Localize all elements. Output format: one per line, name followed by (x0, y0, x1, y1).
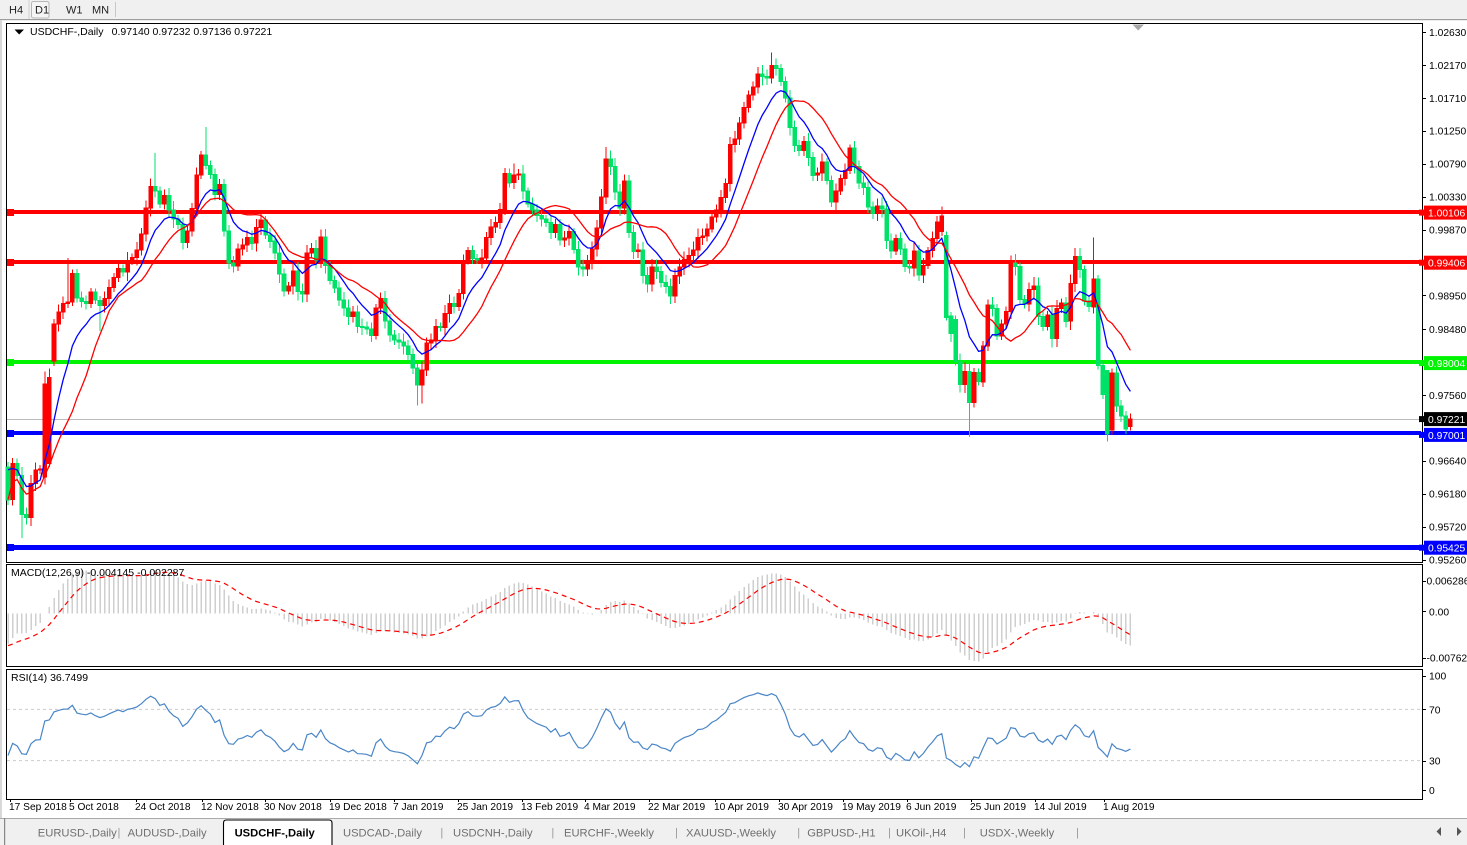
svg-text:|: | (440, 827, 443, 839)
svg-text:17 Sep 2018: 17 Sep 2018 (9, 802, 67, 813)
svg-text:13 Feb 2019: 13 Feb 2019 (521, 802, 579, 813)
svg-text:0.99870: 0.99870 (1429, 226, 1466, 237)
svg-text:0.98950: 0.98950 (1429, 291, 1466, 302)
svg-text:0.96640: 0.96640 (1429, 457, 1466, 468)
svg-text:MN: MN (92, 5, 109, 17)
svg-text:1.02170: 1.02170 (1429, 61, 1466, 72)
svg-text:70: 70 (1429, 705, 1441, 716)
svg-text:MACD(12,26,9) -0.004145 -0.002: MACD(12,26,9) -0.004145 -0.002287 (11, 567, 185, 579)
svg-text:0.96180: 0.96180 (1429, 490, 1466, 501)
svg-text:25 Jun 2019: 25 Jun 2019 (970, 802, 1026, 813)
svg-text:25 Jan 2019: 25 Jan 2019 (457, 802, 513, 813)
svg-text:-0.00762: -0.00762 (1427, 654, 1467, 665)
svg-text:USDCHF-,Daily 0.97140 0.97232: USDCHF-,Daily 0.97140 0.97232 0.97136 0.… (30, 26, 272, 38)
svg-text:1.01250: 1.01250 (1429, 127, 1466, 138)
svg-text:XAUUSD-,Weekly: XAUUSD-,Weekly (686, 828, 776, 840)
svg-text:1.00790: 1.00790 (1429, 160, 1466, 171)
svg-text:0: 0 (1429, 786, 1435, 797)
svg-text:0.97221: 0.97221 (1428, 415, 1465, 426)
svg-text:|: | (118, 827, 121, 839)
svg-text:0.95425: 0.95425 (1428, 544, 1465, 555)
svg-text:W1: W1 (66, 5, 83, 17)
svg-text:RSI(14) 36.7499: RSI(14) 36.7499 (11, 672, 88, 684)
svg-text:D1: D1 (35, 5, 49, 17)
svg-text:10 Apr 2019: 10 Apr 2019 (714, 802, 769, 813)
svg-text:19 May 2019: 19 May 2019 (842, 802, 901, 813)
svg-text:30 Apr 2019: 30 Apr 2019 (778, 802, 833, 813)
svg-text:GBPUSD-,H1: GBPUSD-,H1 (807, 828, 875, 840)
svg-text:|: | (797, 827, 800, 839)
svg-text:24 Oct 2018: 24 Oct 2018 (135, 802, 191, 813)
svg-text:1.00330: 1.00330 (1429, 193, 1466, 204)
svg-text:7 Jan 2019: 7 Jan 2019 (393, 802, 444, 813)
svg-text:0.98004: 0.98004 (1428, 359, 1465, 370)
svg-text:USDX-,Weekly: USDX-,Weekly (980, 828, 1055, 840)
svg-text:14 Jul 2019: 14 Jul 2019 (1034, 802, 1087, 813)
svg-text:|: | (1076, 827, 1079, 839)
svg-text:|: | (551, 827, 554, 839)
svg-text:1 Aug 2019: 1 Aug 2019 (1103, 802, 1155, 813)
svg-text:0.95720: 0.95720 (1429, 523, 1466, 534)
svg-text:USDCAD-,Daily: USDCAD-,Daily (343, 828, 422, 840)
svg-text:5 Oct 2018: 5 Oct 2018 (69, 802, 119, 813)
svg-text:1.00106: 1.00106 (1428, 209, 1465, 220)
svg-text:100: 100 (1429, 672, 1446, 683)
svg-text:|: | (888, 827, 891, 839)
svg-text:0.97560: 0.97560 (1429, 391, 1466, 402)
svg-text:0.97001: 0.97001 (1428, 431, 1465, 442)
svg-text:30: 30 (1429, 757, 1441, 768)
svg-text:0.00: 0.00 (1429, 607, 1449, 618)
svg-text:1.02630: 1.02630 (1429, 28, 1466, 39)
svg-text:UKOil-,H4: UKOil-,H4 (896, 828, 946, 840)
svg-text:0.98480: 0.98480 (1429, 325, 1466, 336)
svg-text:22 Mar 2019: 22 Mar 2019 (648, 802, 706, 813)
svg-text:USDCHF-,Daily: USDCHF-,Daily (235, 828, 316, 840)
svg-text:6 Jun 2019: 6 Jun 2019 (906, 802, 957, 813)
svg-text:EURUSD-,Daily: EURUSD-,Daily (38, 828, 117, 840)
svg-text:|: | (963, 827, 966, 839)
svg-text:30 Nov 2018: 30 Nov 2018 (264, 802, 322, 813)
svg-text:USDCNH-,Daily: USDCNH-,Daily (453, 828, 533, 840)
svg-text:19 Dec 2018: 19 Dec 2018 (329, 802, 387, 813)
svg-text:1.01710: 1.01710 (1429, 94, 1466, 105)
svg-text:AUDUSD-,Daily: AUDUSD-,Daily (128, 828, 207, 840)
svg-text:0.95260: 0.95260 (1429, 556, 1466, 567)
svg-text:0.006286: 0.006286 (1427, 577, 1467, 588)
svg-text:12 Nov 2018: 12 Nov 2018 (201, 802, 259, 813)
svg-text:4 Mar 2019: 4 Mar 2019 (584, 802, 636, 813)
svg-text:|: | (675, 827, 678, 839)
svg-text:0.99406: 0.99406 (1428, 259, 1465, 270)
svg-text:H4: H4 (9, 5, 23, 17)
svg-text:EURCHF-,Weekly: EURCHF-,Weekly (564, 828, 654, 840)
